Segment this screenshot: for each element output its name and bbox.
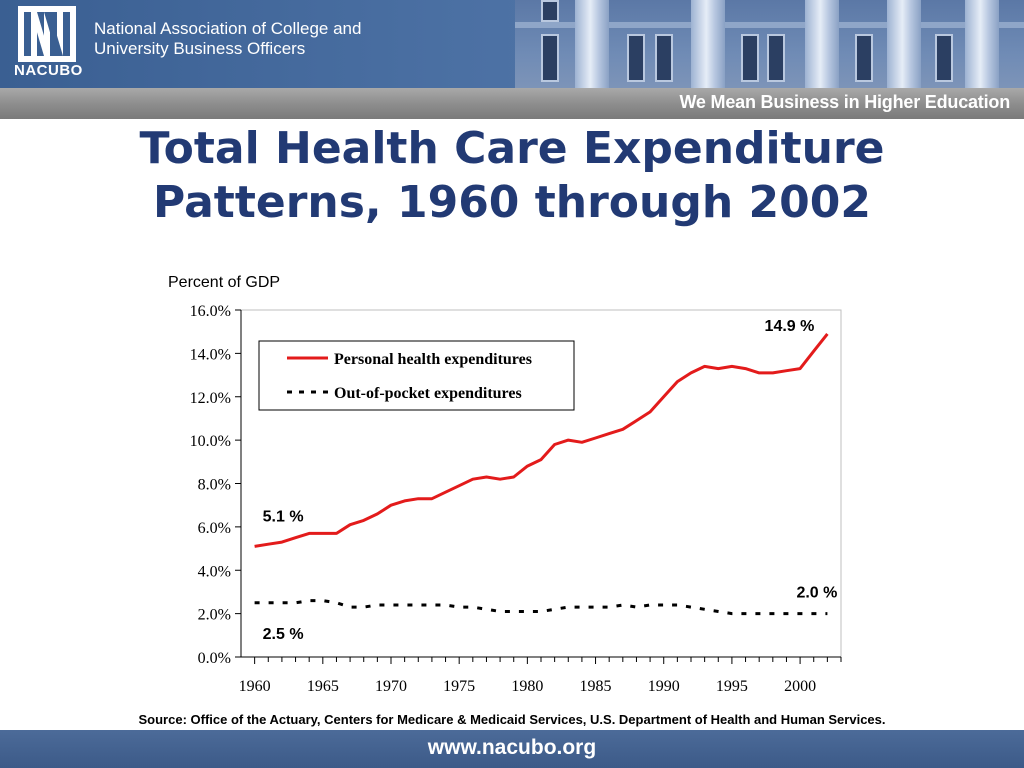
column (691, 0, 725, 88)
y-tick-label: 4.0% (198, 563, 231, 580)
nacubo-logo-icon (18, 6, 76, 62)
y-tick-label: 14.0% (190, 346, 231, 363)
footer-url: www.nacubo.org (427, 736, 597, 759)
tagline: We Mean Business in Higher Education (679, 92, 1010, 112)
legend-box (258, 340, 575, 411)
x-tick-label: 1965 (307, 678, 339, 695)
data-annotation: 2.5 % (263, 626, 304, 643)
x-tick-label: 2000 (784, 678, 816, 695)
x-tick-label: 1975 (443, 678, 475, 695)
x-tick-label: 1980 (511, 678, 543, 695)
window (627, 34, 645, 82)
window (935, 34, 953, 82)
chart-axes: 0.0% 2.0% 4.0% 6.0% 8.0% 10.0% 12.0% 14.0% 16.0%… (190, 303, 842, 695)
column (805, 0, 839, 88)
header-banner: NACUBO National Association of College a… (0, 0, 1024, 88)
y-tick-label: 6.0% (198, 520, 231, 537)
column (575, 0, 609, 88)
legend-label-personal: Personal health expenditures (334, 351, 532, 368)
series-line-personal (254, 332, 829, 548)
data-annotation: 2.0 % (796, 585, 837, 602)
data-annotation: 5.1 % (263, 508, 304, 525)
slide-title: Total Health Care Expenditure Patterns, … (0, 122, 1024, 230)
window (541, 34, 559, 82)
footer-bar: www.nacubo.org (0, 730, 1024, 768)
series-layer (254, 332, 829, 616)
window (741, 34, 759, 82)
window (855, 34, 873, 82)
source-citation: Source: Office of the Actuary, Centers f… (138, 712, 886, 727)
window (655, 34, 673, 82)
column (887, 0, 921, 88)
y-tick-label: 16.0% (190, 303, 231, 320)
tagline-strip: We Mean Business in Higher Education (0, 88, 1024, 119)
y-tick-label: 0.0% (198, 650, 231, 667)
x-tick-label: 1990 (648, 678, 680, 695)
y-tick-label: 10.0% (190, 433, 231, 450)
y-tick-label: 12.0% (190, 390, 231, 407)
column (965, 0, 999, 88)
data-annotation: 14.9 % (765, 318, 815, 335)
x-tick-label: 1985 (580, 678, 612, 695)
y-axis-label: Percent of GDP (168, 274, 280, 291)
org-name-line2: University Business Officers (94, 39, 306, 58)
x-tick-label: 1995 (716, 678, 748, 695)
logo-text: NACUBO (14, 62, 83, 79)
roofline (515, 22, 1024, 28)
building-photo (515, 0, 1024, 88)
annotations: 5.1 % 14.9 % 2.5 % 2.0 % (263, 318, 838, 643)
chart-legend: Personal health expenditures Out-of-pock… (258, 340, 575, 411)
y-tick-label: 8.0% (198, 477, 231, 494)
window (767, 34, 785, 82)
title-line2: Patterns, 1960 through 2002 (153, 177, 871, 228)
window (541, 0, 559, 22)
y-tick-label: 2.0% (198, 607, 231, 624)
series-line-out-of-pocket (254, 599, 828, 616)
legend-label-out-of-pocket: Out-of-pocket expenditures (334, 385, 522, 402)
x-tick-label: 1960 (239, 678, 271, 695)
organization-name: National Association of College and Univ… (94, 19, 424, 59)
x-tick-label: 1970 (375, 678, 407, 695)
org-name-line1: National Association of College and (94, 19, 362, 38)
title-line1: Total Health Care Expenditure (139, 123, 885, 174)
